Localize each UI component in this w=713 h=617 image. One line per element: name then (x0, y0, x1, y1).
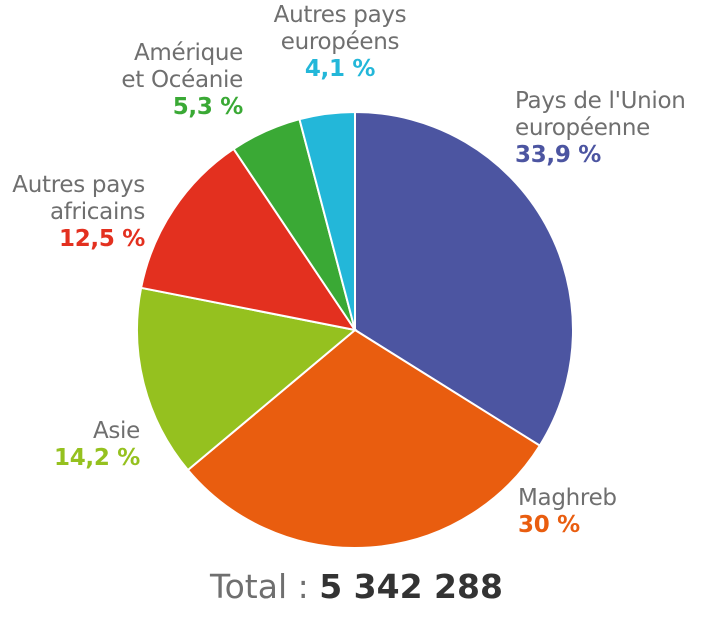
pie-slice (186, 328, 542, 549)
pie-slice (298, 110, 356, 331)
label-autres-pays-europeens: Autres pays européens 4,1 % (250, 2, 430, 83)
slice-percent: 5,3 % (172, 94, 244, 120)
pie-slice (354, 110, 574, 448)
label-amerique-oceanie: Amérique et Océanie 5,3 % (121, 40, 243, 121)
slice-percent: 4,1 % (304, 56, 376, 82)
label-autres-pays-africains: Autres pays africains 12,5 % (12, 172, 145, 253)
slice-name: Maghreb (518, 485, 617, 511)
pie-slice (139, 147, 358, 332)
pie-slice (136, 286, 358, 472)
label-asie: Asie 14,2 % (54, 418, 140, 472)
label-union-europeenne: Pays de l'Union européenne 33,9 % (515, 88, 686, 169)
slice-percent: 30 % (518, 512, 580, 538)
slice-percent: 14,2 % (54, 445, 140, 471)
slice-name: Autres pays africains (12, 172, 145, 225)
total: Total : 5 342 288 (0, 567, 713, 606)
slice-percent: 33,9 % (515, 142, 601, 168)
total-label: Total : (210, 567, 320, 606)
slice-name: Asie (92, 418, 140, 444)
slice-percent: 12,5 % (59, 226, 145, 252)
total-value: 5 342 288 (319, 567, 503, 606)
slice-name: Pays de l'Union européenne (515, 88, 686, 141)
label-maghreb: Maghreb 30 % (518, 485, 617, 539)
slice-name: Autres pays européens (273, 2, 407, 55)
slice-name: Amérique et Océanie (121, 40, 243, 93)
